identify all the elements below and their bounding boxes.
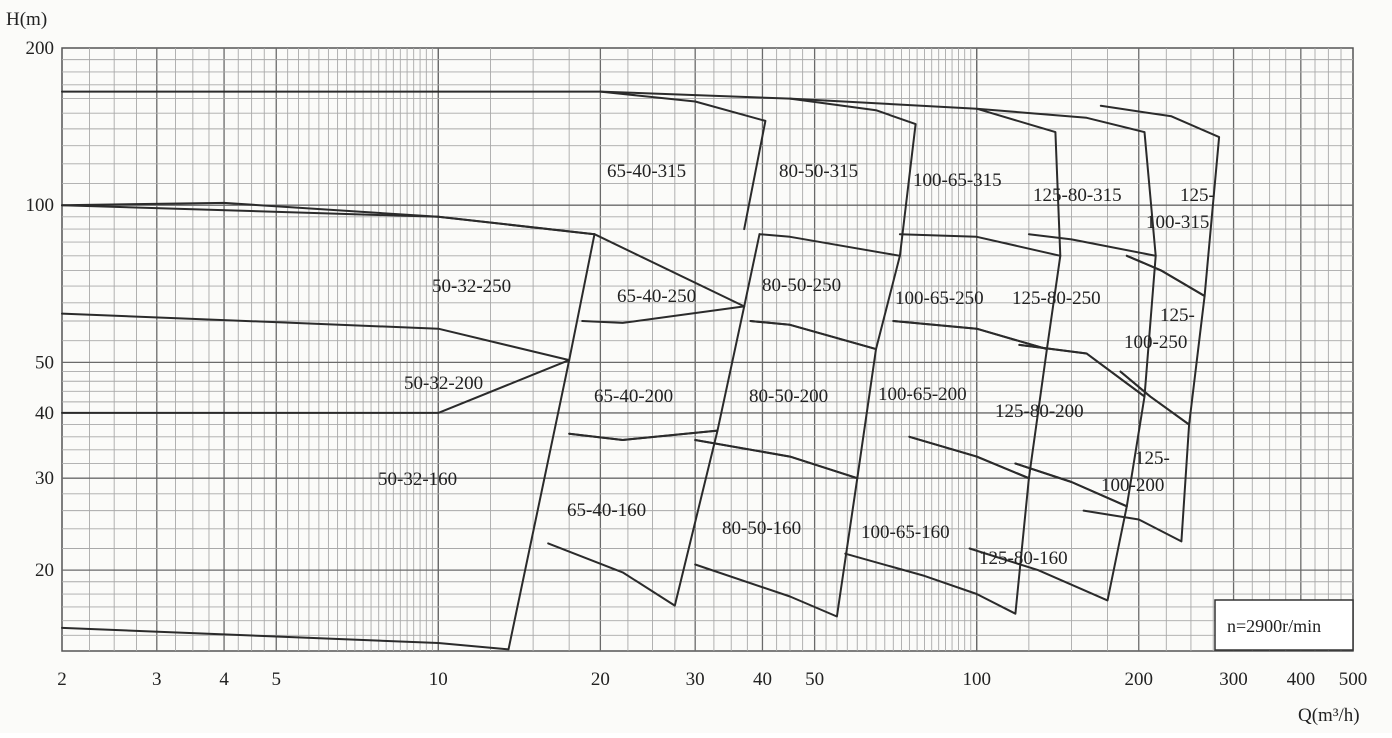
label-65-40-160: 65-40-160 [567,500,646,521]
region-outline-80-50-315 [599,90,917,257]
y-tick-label: 50 [35,352,54,373]
label-65-40-250: 65-40-250 [617,286,696,307]
x-tick-label: 40 [753,669,772,690]
pump-region-curves [61,90,1221,651]
label-125-80-160: 125-80-160 [979,548,1068,569]
region-outline-50-32-200 [61,204,596,362]
region-outline-125-80-250 [1018,233,1157,398]
region-outline-65-40-315 [61,90,767,231]
x-tick-label: 2 [57,669,67,690]
x-tick-label: 30 [686,669,705,690]
x-tick-label: 3 [152,669,162,690]
region-outline-65-40-200 [568,305,746,441]
y-tick-label: 200 [26,38,55,59]
label-125-100-250-line2: 100-250 [1124,332,1187,353]
label-65-40-315: 65-40-315 [607,161,686,182]
label-80-50-200: 80-50-200 [749,386,828,407]
region-labels: 65-40-315 80-50-315 100-65-315 125-80-31… [378,161,1215,569]
x-tick-label: 5 [271,669,281,690]
x-tick-label: 4 [219,669,229,690]
label-80-50-250: 80-50-250 [762,275,841,296]
region-outline-100-65-250 [892,233,1062,351]
region-outline-50-32-250 [61,201,596,236]
label-125-100-200-line2: 100-200 [1101,475,1164,496]
region-outline-125-100-315 [1099,104,1221,297]
annotation-box [1214,599,1354,651]
label-125-80-250: 125-80-250 [1012,288,1101,309]
tick-labels: 2 3 4 5 10 20 30 40 50 100 200 300 400 500 20 30 40 50 100… [26,38,1368,690]
label-50-32-160: 50-32-160 [378,469,457,490]
label-50-32-200: 50-32-200 [404,373,483,394]
speed-annotation: n=2900r/min [1214,599,1354,651]
x-tick-label: 400 [1287,669,1316,690]
label-80-50-160: 80-50-160 [722,518,801,539]
region-outline-50-32-160 [61,359,571,651]
y-tick-label: 100 [26,195,55,216]
y-axis-title: H(m) [6,9,47,30]
x-tick-label: 20 [591,669,610,690]
x-tick-label: 100 [962,669,991,690]
plot-frame [61,47,1354,652]
label-125-80-200: 125-80-200 [995,401,1084,422]
y-tick-label: 30 [35,468,54,489]
label-125-80-315: 125-80-315 [1033,185,1122,206]
label-100-65-160: 100-65-160 [861,522,950,543]
label-100-65-315: 100-65-315 [913,170,1002,191]
annotation-text: n=2900r/min [1227,616,1321,636]
label-125-100-200-line1: 125- [1135,448,1170,469]
y-tick-label: 40 [35,403,54,424]
label-100-65-200: 100-65-200 [878,384,967,405]
x-tick-label: 300 [1219,669,1248,690]
x-tick-label: 10 [429,669,448,690]
label-100-65-250: 100-65-250 [895,288,984,309]
x-tick-label: 50 [805,669,824,690]
region-outline-125-80-315 [975,107,1157,257]
label-125-100-250-line1: 125- [1160,305,1195,326]
x-axis-title: Q(m³/h) [1298,705,1360,726]
region-outline-80-50-250 [749,233,901,351]
label-125-100-315-line1: 125- [1180,185,1215,206]
label-125-100-315-line2: 100-315 [1146,212,1209,233]
label-80-50-315: 80-50-315 [779,161,858,182]
region-outline-100-65-315 [789,97,1062,257]
y-tick-label: 20 [35,560,54,581]
grid-lines [61,47,1354,652]
label-65-40-200: 65-40-200 [594,386,673,407]
x-tick-label: 200 [1125,669,1154,690]
label-50-32-250: 50-32-250 [432,276,511,297]
x-tick-label: 500 [1339,669,1368,690]
region-outline-65-40-250 [593,233,761,308]
